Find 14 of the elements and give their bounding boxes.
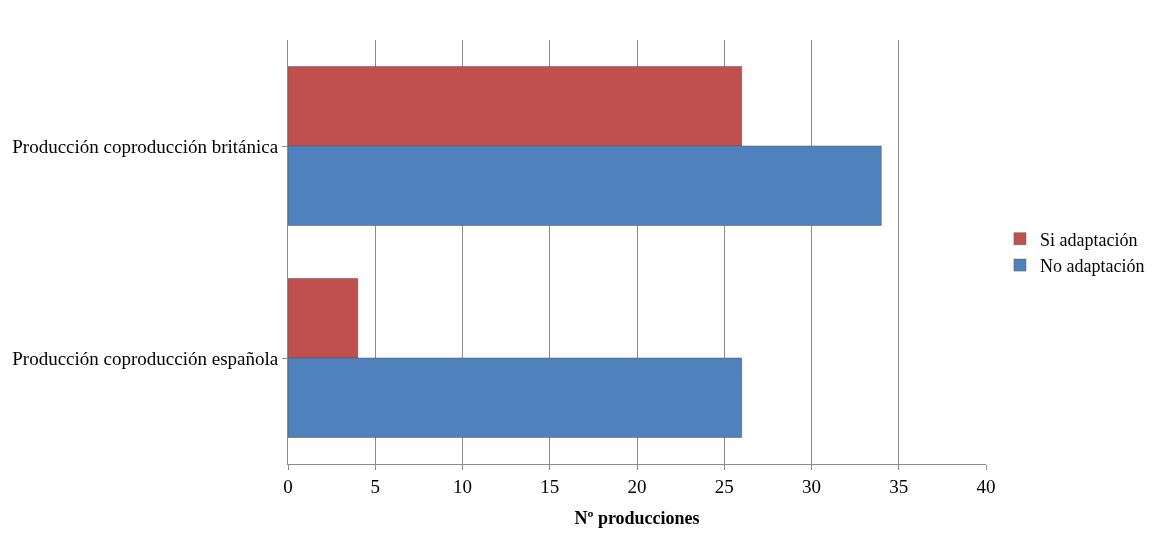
x-tick-label: 30 <box>802 475 821 497</box>
x-axis-title: Nº producciones <box>574 507 700 528</box>
y-tick-label: Producción coproducción española <box>12 347 279 369</box>
x-tick-label: 10 <box>453 475 472 497</box>
x-tick-label: 35 <box>889 475 909 497</box>
x-tick-label: 15 <box>540 475 560 497</box>
x-tick-label: 5 <box>370 475 380 497</box>
x-tick-label: 40 <box>976 475 996 497</box>
x-tick-label: 0 <box>283 475 293 497</box>
legend-label: Si adaptación <box>1039 229 1138 250</box>
x-tick-label: 20 <box>627 475 647 497</box>
y-tick-label: Producción coproducción británica <box>12 135 279 157</box>
legend-label: No adaptación <box>1039 256 1145 277</box>
x-tick-label: 25 <box>714 475 734 497</box>
